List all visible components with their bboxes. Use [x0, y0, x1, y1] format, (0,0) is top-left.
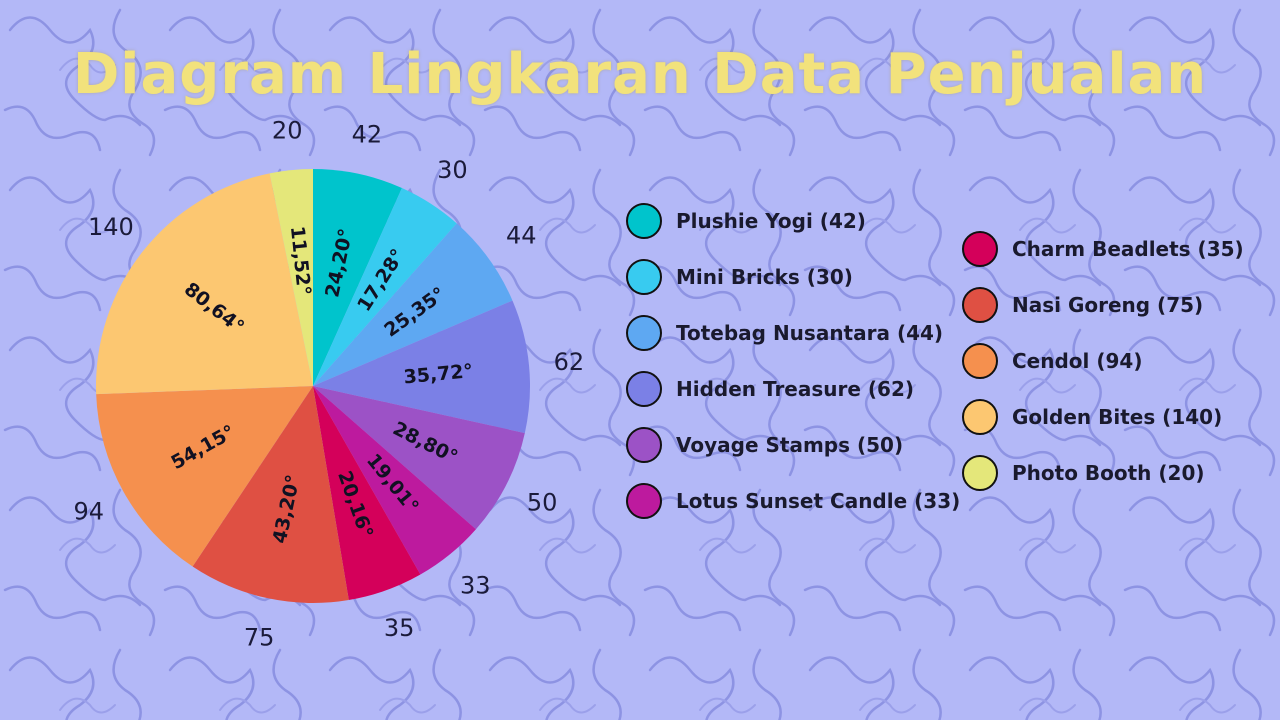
pie-slice-golden-bites — [95, 173, 313, 395]
legend-label: Totebag Nusantara (44) — [676, 321, 944, 345]
slice-value-label: 75 — [244, 623, 275, 651]
legend-item: Golden Bites (140) — [962, 389, 1244, 445]
legend-item: Plushie Yogi (42) — [626, 193, 960, 249]
legend-label: Mini Bricks (30) — [676, 265, 853, 289]
legend-label: Nasi Goreng (75) — [1012, 293, 1204, 317]
legend-label: Golden Bites (140) — [1012, 405, 1223, 429]
pie-slice-hidden-treasure — [313, 300, 530, 434]
legend-swatch — [626, 427, 662, 463]
legend-item: Mini Bricks (30) — [626, 249, 960, 305]
chart-title: Diagram Lingkaran Data Penjualan — [72, 42, 1208, 107]
pie-slice-photo-booth — [269, 169, 313, 386]
legend-item: Lotus Sunset Candle (33) — [626, 473, 960, 529]
legend-label: Cendol (94) — [1012, 349, 1143, 373]
legend-label: Lotus Sunset Candle (33) — [676, 489, 961, 513]
slice-value-label: 33 — [460, 571, 491, 599]
pie-slice-mini-bricks — [313, 188, 457, 386]
legend-item: Voyage Stamps (50) — [626, 417, 960, 473]
slice-value-label: 50 — [527, 488, 558, 516]
legend-label: Plushie Yogi (42) — [676, 209, 866, 233]
legend-label: Voyage Stamps (50) — [676, 433, 904, 457]
legend-left: Plushie Yogi (42) Mini Bricks (30) Totebag… — [626, 193, 960, 529]
legend-swatch — [626, 203, 662, 239]
legend-swatch — [962, 287, 998, 323]
legend-swatch — [626, 259, 662, 295]
slice-value-label: 62 — [554, 348, 585, 376]
legend-item: Nasi Goreng (75) — [962, 277, 1244, 333]
pie-slice-voyage-stamps — [313, 386, 525, 530]
legend-item: Totebag Nusantara (44) — [626, 305, 960, 361]
slice-value-label: 140 — [88, 213, 134, 241]
pie-slice-plushie-yogi — [313, 169, 402, 386]
legend-swatch — [626, 483, 662, 519]
legend-swatch — [626, 371, 662, 407]
legend-right: Charm Beadlets (35) Nasi Goreng (75) Cendo… — [962, 221, 1244, 501]
legend-item: Photo Booth (20) — [962, 445, 1244, 501]
slice-value-label: 20 — [272, 116, 303, 144]
legend-item: Charm Beadlets (35) — [962, 221, 1244, 277]
slice-value-label: 42 — [352, 121, 383, 149]
legend-item: Hidden Treasure (62) — [626, 361, 960, 417]
legend-swatch — [962, 399, 998, 435]
legend-swatch — [962, 343, 998, 379]
pie-slice-lotus-sunset-candle — [313, 386, 476, 575]
pie-slice-cendol — [96, 386, 314, 567]
legend-swatch — [626, 315, 662, 351]
legend-label: Charm Beadlets (35) — [1012, 237, 1244, 261]
slice-value-label: 44 — [506, 221, 537, 249]
pie-slice-nasi-goreng — [192, 386, 349, 603]
pie-slice-totebag-nusantara — [313, 223, 513, 386]
slice-value-label: 94 — [73, 498, 104, 526]
legend-swatch — [962, 455, 998, 491]
slice-value-label: 30 — [437, 156, 468, 184]
pie-slice-charm-beadlets — [313, 386, 421, 601]
legend-label: Hidden Treasure (62) — [676, 377, 915, 401]
legend-label: Photo Booth (20) — [1012, 461, 1205, 485]
legend-swatch — [962, 231, 998, 267]
slice-value-label: 35 — [384, 614, 415, 642]
legend-item: Cendol (94) — [962, 333, 1244, 389]
